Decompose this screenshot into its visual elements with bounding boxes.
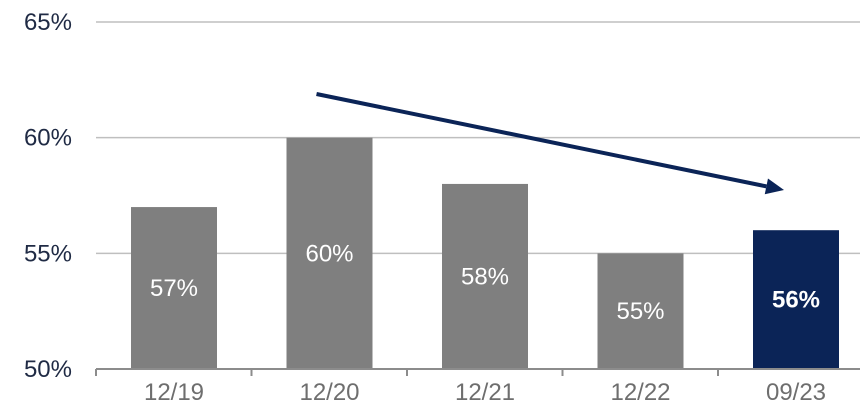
trend-arrow-line: [316, 92, 767, 189]
y-tick-label: 65%: [24, 9, 72, 36]
bar: [753, 230, 839, 369]
data-label: 57%: [150, 275, 198, 302]
data-label: 60%: [305, 240, 353, 267]
y-tick-label: 50%: [24, 356, 72, 383]
x-tick-label: 09/23: [766, 379, 826, 406]
x-tick-label: 12/21: [455, 379, 515, 406]
x-tick-label: 12/22: [610, 379, 670, 406]
data-label: 55%: [616, 298, 664, 325]
data-label: 56%: [772, 287, 820, 314]
y-tick-label: 60%: [24, 125, 72, 152]
x-tick-label: 12/20: [299, 379, 359, 406]
x-tick-label: 12/19: [144, 379, 204, 406]
bar: [442, 183, 528, 369]
trend-arrow-head: [764, 178, 784, 195]
bar: [597, 253, 684, 369]
y-tick-label: 55%: [24, 240, 72, 267]
data-label: 58%: [461, 263, 509, 290]
bar: [131, 207, 217, 369]
bar: [286, 137, 373, 369]
